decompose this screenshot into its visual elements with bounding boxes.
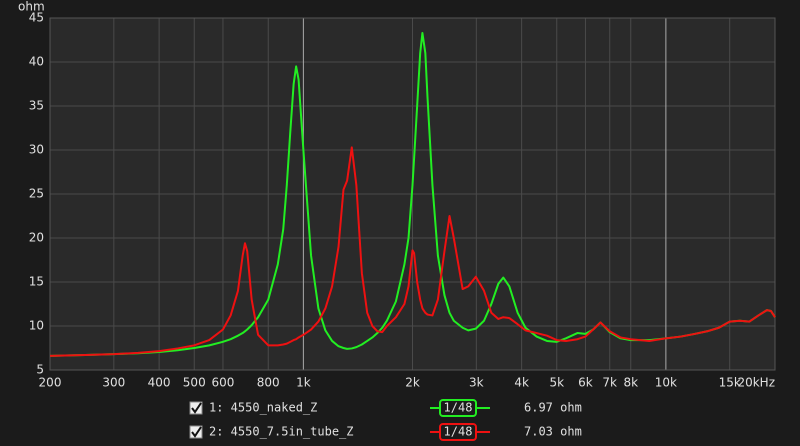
y-tick-label: 35 xyxy=(29,99,44,113)
smoothing-label: 1/48 xyxy=(444,401,473,415)
legend-entry: 1: 4550_naked_Z 1/48 6.97 ohm xyxy=(189,399,582,417)
legend-label: 2: 4550_7.5in_tube_Z xyxy=(209,425,354,439)
legend-entry: 2: 4550_7.5in_tube_Z 1/48 7.03 ohm xyxy=(189,423,582,441)
smoothing-box xyxy=(439,423,477,441)
y-tick-label: 20 xyxy=(29,231,44,245)
plot-border xyxy=(49,17,776,371)
x-tick-label: 200 xyxy=(39,376,62,390)
x-tick-label: 7k xyxy=(602,376,617,390)
y-tick-label: 5 xyxy=(36,363,44,377)
smoothing-box xyxy=(439,399,477,417)
readout: 6.97 ohm xyxy=(524,401,582,415)
check-mark xyxy=(191,426,202,438)
x-tick-label: 500 xyxy=(183,376,206,390)
readout: 7.03 ohm xyxy=(524,425,582,439)
x-tick-label: 4k xyxy=(514,376,529,390)
x-tick-label: 1k xyxy=(296,376,311,390)
x-tick-label: 15k xyxy=(719,376,741,390)
x-tick-label: 2k xyxy=(405,376,420,390)
check-mark xyxy=(191,402,202,414)
legend-label: 1: 4550_naked_Z xyxy=(209,401,317,415)
x-tick-label: 6k xyxy=(578,376,593,390)
x-tick-label: 300 xyxy=(102,376,125,390)
y-tick-label: 10 xyxy=(29,319,44,333)
x-tick-label: 8k xyxy=(623,376,638,390)
x-tick-label: 20kHz xyxy=(737,376,775,390)
y-tick-label: 30 xyxy=(29,143,44,157)
x-tick-label: 5k xyxy=(549,376,564,390)
x-tick-label: 10k xyxy=(655,376,677,390)
x-tick-label: 400 xyxy=(148,376,171,390)
y-axis-label: ohm xyxy=(18,0,45,14)
y-tick-label: 40 xyxy=(29,55,44,69)
smoothing-label: 1/48 xyxy=(444,425,473,439)
x-tick-label: 3k xyxy=(469,376,484,390)
y-tick-label: 25 xyxy=(29,187,44,201)
y-tick-label: 45 xyxy=(29,11,44,25)
y-tick-label: 15 xyxy=(29,275,44,289)
series-line xyxy=(49,146,776,357)
x-tick-label: 800 xyxy=(257,376,280,390)
x-tick-label: 600 xyxy=(212,376,235,390)
